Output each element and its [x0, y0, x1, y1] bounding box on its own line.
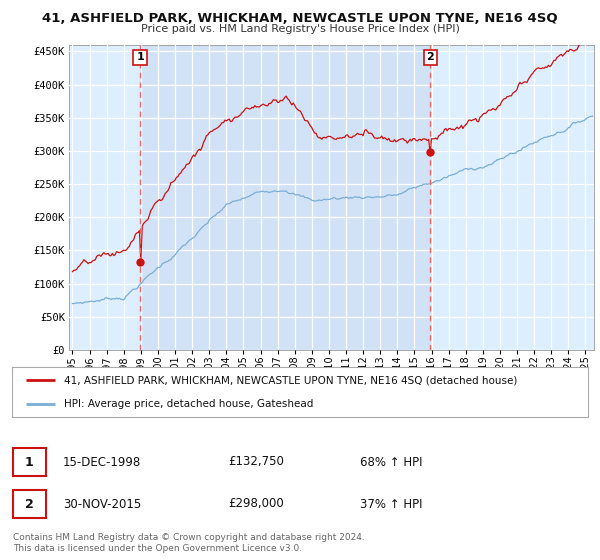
- Text: 37% ↑ HPI: 37% ↑ HPI: [360, 497, 422, 511]
- Text: 2: 2: [25, 497, 34, 511]
- Text: 15-DEC-1998: 15-DEC-1998: [63, 455, 141, 469]
- Text: 41, ASHFIELD PARK, WHICKHAM, NEWCASTLE UPON TYNE, NE16 4SQ (detached house): 41, ASHFIELD PARK, WHICKHAM, NEWCASTLE U…: [64, 375, 517, 385]
- Text: HPI: Average price, detached house, Gateshead: HPI: Average price, detached house, Gate…: [64, 399, 313, 409]
- Text: £132,750: £132,750: [228, 455, 284, 469]
- Text: 30-NOV-2015: 30-NOV-2015: [63, 497, 141, 511]
- Text: Price paid vs. HM Land Registry's House Price Index (HPI): Price paid vs. HM Land Registry's House …: [140, 24, 460, 34]
- Text: 1: 1: [136, 53, 144, 62]
- Text: 41, ASHFIELD PARK, WHICKHAM, NEWCASTLE UPON TYNE, NE16 4SQ: 41, ASHFIELD PARK, WHICKHAM, NEWCASTLE U…: [42, 12, 558, 25]
- Text: 68% ↑ HPI: 68% ↑ HPI: [360, 455, 422, 469]
- Text: 2: 2: [426, 53, 434, 62]
- Text: 1: 1: [25, 455, 34, 469]
- Text: Contains HM Land Registry data © Crown copyright and database right 2024.
This d: Contains HM Land Registry data © Crown c…: [13, 533, 365, 553]
- Text: £298,000: £298,000: [228, 497, 284, 511]
- Bar: [140, 45, 430, 350]
